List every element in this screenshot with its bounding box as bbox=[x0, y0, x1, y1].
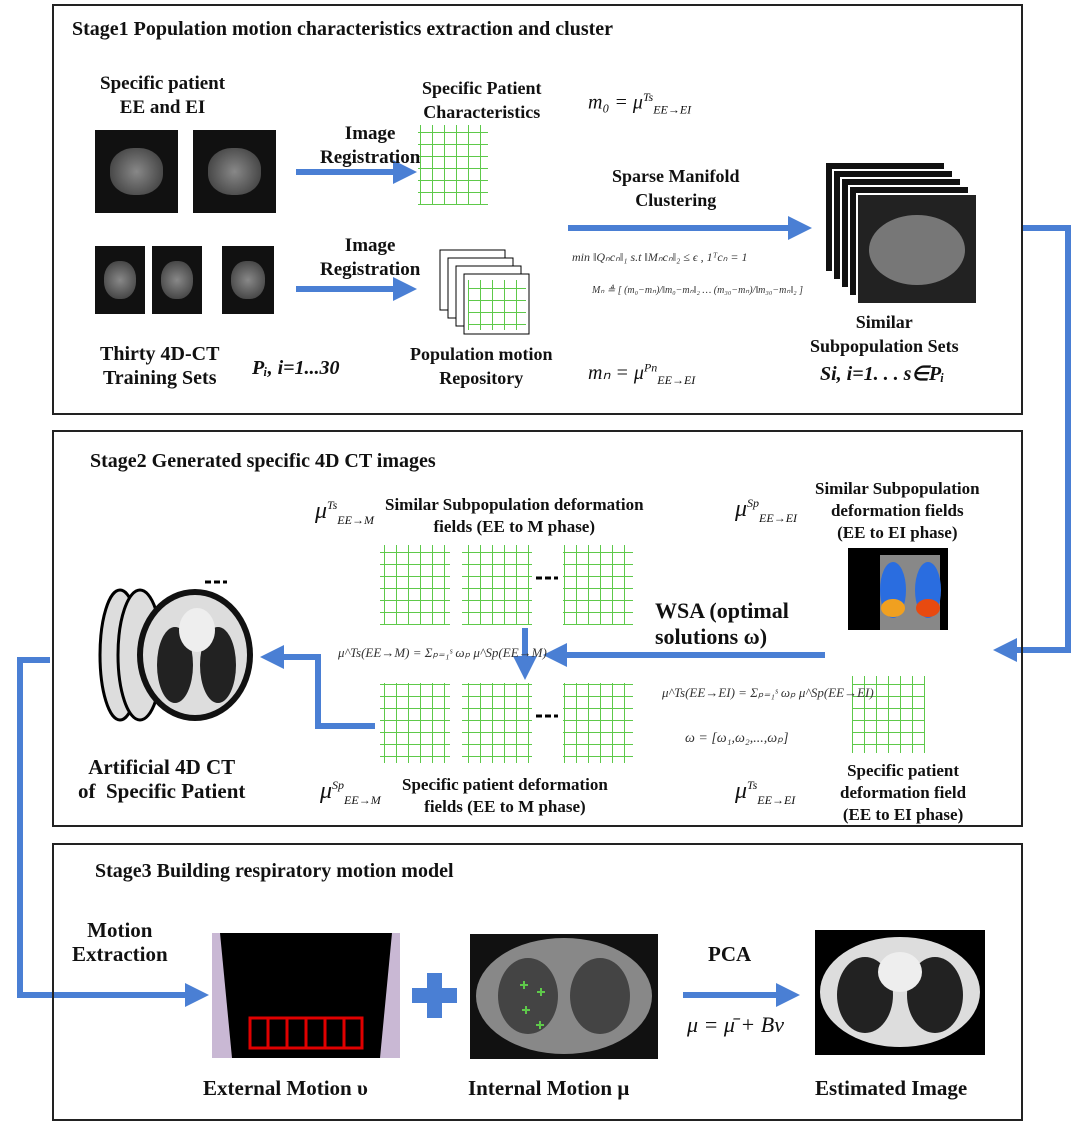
similar-deformation-ei-label: Similar Subpopulation deformation fields… bbox=[815, 479, 980, 542]
mn-definition: Mₙ ≜ [ (m₀−mₙ)/‖m₀−mₙ‖₂ … (m₃₀−mₙ)/‖m₃₀−… bbox=[592, 285, 803, 296]
training-ct-image bbox=[95, 246, 145, 314]
mu-ts-m-symbol: μTsEE→M bbox=[315, 498, 374, 527]
weighted-sum-ei-formula: μ^Ts(EE→EI) = Σₚ₌₁ˢ ωₚ μ^Sp(EE→EI) bbox=[662, 685, 874, 700]
pca-label: PCA bbox=[708, 942, 752, 966]
stage2-title: Stage2 Generated specific 4D CT images bbox=[90, 450, 436, 472]
omega-formula: ω = [ω₁,ω₂,...,ωₚ] bbox=[685, 731, 789, 746]
stage3-panel bbox=[52, 843, 1023, 1121]
external-motion-label: External Motion υ bbox=[203, 1076, 368, 1100]
mn-formula: mₙ = μPnEE→EI bbox=[588, 360, 696, 387]
artificial-ct-label: Artificial 4D CT of Specific Patient bbox=[78, 755, 246, 803]
mu-ts-ei-symbol: μTsEE→EI bbox=[735, 778, 796, 807]
patient-label: Specific patient EE and EI bbox=[100, 73, 226, 118]
plus-icon bbox=[412, 973, 457, 1018]
specific-deformation-ei-label: Specific patient deformation field (EE t… bbox=[840, 761, 967, 824]
si-label: Si, i=1. . . s∈Pᵢ bbox=[820, 363, 945, 385]
population-repository: Population motion Repository bbox=[410, 344, 553, 388]
specific-patient-characteristics: Specific Patient Characteristics bbox=[422, 78, 542, 122]
deformation-grids bbox=[205, 125, 925, 763]
wsa-label: WSA (optimal solutions ω) bbox=[655, 598, 789, 649]
training-ct-image bbox=[152, 246, 202, 314]
artificial-ct-image bbox=[95, 585, 255, 725]
colormap-image bbox=[848, 548, 948, 630]
arrow-to-stage3 bbox=[17, 657, 209, 1007]
motion-extraction-label: Motion Extraction bbox=[72, 918, 168, 966]
optimization-formula: min ‖Qₙcₙ‖₁ s.t ‖Mₙcₙ‖₂ ≤ ϵ , 1ᵀcₙ = 1 bbox=[572, 250, 748, 264]
pi-label: Pᵢ, i=1...30 bbox=[252, 357, 340, 379]
mu-sp-ei-symbol: μSpEE→EI bbox=[735, 496, 798, 525]
external-motion-image bbox=[212, 933, 400, 1058]
stage1-title: Stage1 Population motion characteristics… bbox=[72, 18, 614, 40]
estimated-image bbox=[815, 930, 985, 1055]
registration-label-1: Image Registration bbox=[320, 123, 421, 168]
similar-subpopulation-label: Similar Subpopulation Sets bbox=[810, 312, 959, 356]
m0-formula: m₀ = μTsEE→EI bbox=[588, 90, 692, 117]
weighted-sum-m-formula: μ^Ts(EE→M) = Σₚ₌₁ˢ ωₚ μ^Sp(EE→M) bbox=[338, 645, 547, 660]
ct-ei-image bbox=[193, 130, 276, 213]
arrow-stage1-to-stage2 bbox=[993, 225, 1071, 662]
stage3-title: Stage3 Building respiratory motion model bbox=[95, 860, 454, 882]
similar-deformation-label: Similar Subpopulation deformation fields… bbox=[385, 495, 644, 536]
internal-motion-image bbox=[470, 934, 658, 1059]
registration-label-2: Image Registration bbox=[320, 235, 421, 280]
training-sets-label: Thirty 4D-CT Training Sets bbox=[100, 343, 220, 389]
motion-model-formula: μ = μ̄ + Bν bbox=[687, 1012, 784, 1037]
internal-motion-label: Internal Motion μ bbox=[468, 1076, 630, 1100]
specific-deformation-label: Specific patient deformation fields (EE … bbox=[402, 775, 608, 816]
stage1-panel bbox=[52, 4, 1023, 415]
mu-sp-m-symbol: μSpEE→M bbox=[320, 778, 381, 807]
subpopulation-stack bbox=[824, 161, 978, 305]
estimated-image-label: Estimated Image bbox=[815, 1076, 968, 1100]
ct-ee-image bbox=[95, 130, 178, 213]
arrow-to-artificial bbox=[260, 645, 375, 729]
clustering-label: Sparse Manifold Clustering bbox=[612, 166, 740, 210]
training-ct-image bbox=[222, 246, 274, 314]
stage2-panel bbox=[52, 430, 1023, 827]
